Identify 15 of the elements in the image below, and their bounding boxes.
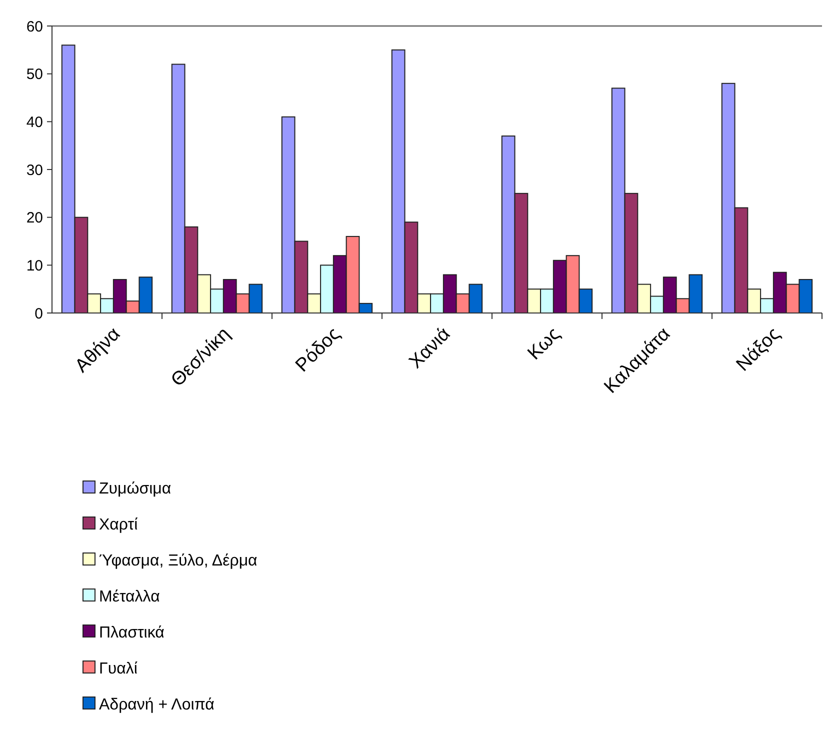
legend-label: Αδρανή + Λοιπά xyxy=(99,696,214,714)
y-tick-label: 20 xyxy=(26,210,43,227)
y-tick-label: 60 xyxy=(26,18,43,36)
y-tick-label: 50 xyxy=(26,66,43,84)
legend-label: Ζυμώσιμα xyxy=(99,480,172,498)
legend-label: Χαρτί xyxy=(99,516,138,534)
y-tick-label: 40 xyxy=(26,114,43,131)
legend-label: Γυαλί xyxy=(99,660,138,678)
y-tick-label: 30 xyxy=(26,162,43,179)
legend-label: Μέταλλα xyxy=(99,588,160,606)
y-tick-label: 0 xyxy=(34,305,43,322)
y-tick-label: 10 xyxy=(26,257,43,274)
legend-label: Ύφασμα, Ξύλο, Δέρμα xyxy=(99,552,258,570)
x-tick-label: Κως xyxy=(524,324,565,364)
legend-label: Πλαστικά xyxy=(99,624,164,642)
